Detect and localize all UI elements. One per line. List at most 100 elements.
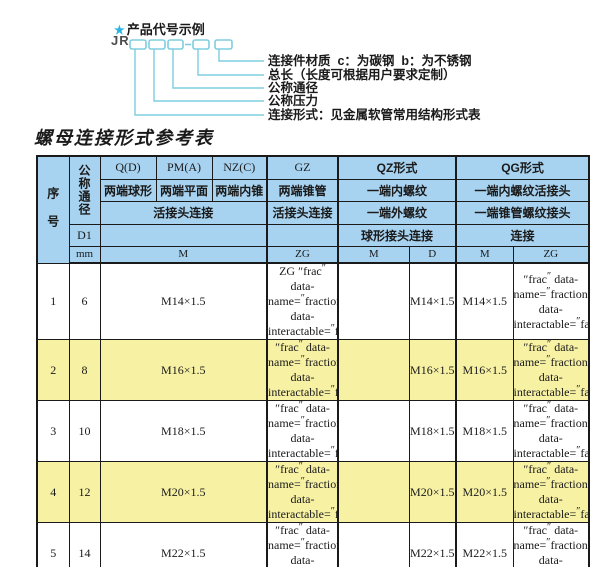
cell-dn: 12 (68, 461, 101, 523)
code-box (129, 39, 147, 50)
header-gz-desc: 两端锥管 (266, 178, 339, 202)
cell-qg-m: M14×1.5 (455, 262, 514, 340)
cell-qg-zg: ″frac″ data-name=″fraction″ data-interac… (512, 262, 590, 340)
cell-m-thread: M22×1.5 (99, 522, 268, 567)
cell-gz-size: ″frac″ data-name=″fraction″ data-interac… (266, 400, 339, 462)
cell-qg-m: M16×1.5 (455, 339, 514, 401)
cell-m-thread: M14×1.5 (99, 262, 268, 340)
star-icon: ★ (114, 23, 125, 37)
header-zg-gz: ZG (266, 245, 339, 264)
cell-qz-m (337, 400, 410, 462)
cell-qz-d: M14×1.5 (408, 262, 457, 340)
header-m-union: M (99, 245, 268, 264)
cell-qz-m (337, 262, 410, 340)
code-box (192, 39, 210, 50)
header-qg-desc1: 一端内螺纹活接头 (455, 178, 590, 202)
connector-line (218, 49, 264, 62)
code-box (167, 39, 184, 50)
cell-serial: 3 (36, 400, 70, 462)
cell-qz-d: M16×1.5 (408, 339, 457, 401)
diagram-label: 总长（长度可根据用户要求定制） (268, 68, 456, 82)
header-empty (99, 223, 268, 247)
header-pma-desc: 两端平面 (155, 178, 213, 202)
cell-gz-size: ″frac″ data-name=″fraction″ data-interac… (266, 339, 339, 401)
cell-qz-m (337, 461, 410, 523)
cell-dn: 8 (68, 339, 101, 401)
header-serial: 序号 (36, 155, 70, 264)
diagram-label: 公称压力 (268, 94, 319, 108)
cell-qz-m (337, 522, 410, 567)
cell-qg-zg: ″frac″ data-name=″fraction″ data-interac… (512, 400, 590, 462)
header-m-qz: M (337, 245, 410, 264)
cell-qg-zg: ″frac″ data-name=″fraction″ data-interac… (512, 339, 590, 401)
diagram-label: 公称通径 (268, 81, 319, 95)
cell-qg-m: M20×1.5 (455, 461, 514, 523)
cell-qg-m: M22×1.5 (455, 522, 514, 567)
cell-m-thread: M18×1.5 (99, 400, 268, 462)
page-title: 螺母连接形式参考表 (34, 128, 214, 148)
diagram-heading-text: 产品代号示例 (126, 22, 205, 37)
header-empty (266, 223, 339, 247)
header-qd-desc: 两端球形 (99, 178, 157, 202)
header-union-connection: 活接头连接 (99, 200, 268, 225)
header-col-pma: PM(A) (155, 155, 213, 180)
cell-dn: 14 (68, 522, 101, 567)
cell-dn: 10 (68, 400, 101, 462)
cell-qz-d: M20×1.5 (408, 461, 457, 523)
code-box (148, 39, 166, 50)
table-header: 序号 公称通径 Q(D) PM(A) NZ(C) GZ QZ形式 QG形式 两端… (36, 155, 590, 264)
header-nominal-diameter: 公称通径 (68, 155, 101, 225)
header-gz-connection: 活接头连接 (266, 200, 339, 225)
diagram-label: 连接件材质 c：为碳钢 b：为不锈钢 (268, 54, 472, 68)
header-zg-qg: ZG (512, 245, 590, 264)
diagram-heading: ★ 产品代号示例 (114, 19, 205, 38)
connector-line (153, 49, 264, 102)
header-col-qz: QZ形式 (336, 155, 457, 180)
cell-m-thread: M20×1.5 (99, 461, 268, 523)
header-col-qd: Q(D) (99, 155, 157, 180)
header-d1: D1 (68, 223, 101, 247)
diagram-label: 连接形式：见金属软管常用结构形式表 (268, 108, 481, 122)
cell-gz-size: ″frac″ data-name=″fraction″ data-interac… (266, 522, 339, 567)
header-col-gz: GZ (266, 155, 339, 180)
header-col-qg: QG形式 (455, 155, 590, 180)
header-col-nzc: NZ(C) (211, 155, 268, 180)
cell-serial: 4 (36, 461, 70, 523)
connector-line (134, 49, 264, 116)
header-qg-connection: 连接 (455, 223, 590, 247)
cell-dn: 6 (68, 262, 101, 340)
cell-qg-zg: ″frac″ data-name=″fraction″ data-interac… (512, 522, 590, 567)
cell-gz-size: ″frac″ data-name=″fraction″ data-interac… (266, 461, 339, 523)
reference-table: 序号 公称通径 Q(D) PM(A) NZ(C) GZ QZ形式 QG形式 两端… (36, 155, 591, 567)
cell-serial: 5 (36, 522, 70, 567)
cell-qz-m (337, 339, 410, 401)
cell-qg-m: M18×1.5 (455, 400, 514, 462)
cell-qz-d: M18×1.5 (408, 400, 457, 462)
cell-qz-d: M22×1.5 (408, 522, 457, 567)
header-qz-desc2: 一端外螺纹 (336, 200, 457, 225)
cell-gz-size: ZG ″frac″ data-name=″fraction″ data-inte… (266, 262, 339, 340)
product-code-prefix: JR (111, 33, 130, 48)
header-mm: mm (68, 245, 101, 264)
connector-lines (129, 39, 264, 116)
header-qg-desc2: 一端锥管螺纹接头 (455, 200, 590, 225)
header-m-qg: M (455, 245, 514, 264)
cell-serial: 1 (36, 262, 70, 340)
header-d-qz: D (408, 245, 457, 264)
cell-qg-zg: ″frac″ data-name=″fraction″ data-interac… (512, 461, 590, 523)
connector-line (172, 49, 264, 89)
header-qz-connection: 球形接头连接 (336, 223, 457, 247)
connector-line (197, 49, 264, 76)
header-qz-desc1: 一端内螺纹 (336, 178, 457, 202)
code-box (214, 39, 233, 50)
cell-m-thread: M16×1.5 (99, 339, 268, 401)
cell-serial: 2 (36, 339, 70, 401)
header-nzc-desc: 两端内锥 (211, 178, 268, 202)
